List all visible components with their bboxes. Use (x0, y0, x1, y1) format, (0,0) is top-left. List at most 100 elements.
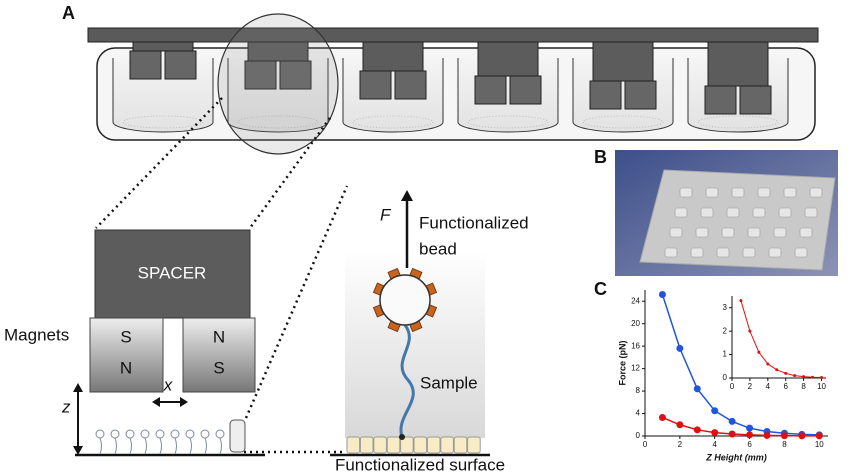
data-point (764, 432, 771, 439)
y-tick-label: 4 (636, 409, 641, 418)
x-tick-label: 2 (678, 440, 683, 449)
pole: S (120, 327, 131, 346)
x-tick-label: 4 (712, 440, 717, 449)
tether (130, 438, 132, 454)
magnet (705, 86, 736, 114)
bump (800, 228, 812, 237)
bump (706, 188, 718, 197)
y-tick-label: 2 (723, 326, 728, 335)
inset-frame (718, 288, 832, 396)
y-tick-label: 0 (723, 373, 728, 382)
surface-label: Functionalized surface (335, 455, 505, 474)
photo (615, 150, 838, 276)
data-point (694, 426, 701, 433)
magnet (510, 76, 541, 104)
data-point (775, 368, 778, 371)
data-point (746, 425, 753, 432)
surface-block (387, 437, 400, 453)
surface-block (360, 437, 373, 453)
x-tick-label: 0 (643, 440, 648, 449)
pole: N (213, 327, 225, 346)
data-point (798, 432, 805, 439)
series-line (662, 417, 819, 435)
magnet (625, 81, 656, 109)
data-point (729, 431, 736, 438)
data-point (748, 330, 751, 333)
magnets-label: Magnets (4, 325, 69, 344)
tether (160, 438, 162, 454)
spacer (478, 42, 538, 76)
bump (701, 208, 713, 217)
y-tick-label: 24 (631, 296, 640, 305)
data-point (820, 376, 823, 379)
tether (190, 438, 192, 454)
tether-bead (141, 430, 149, 438)
x-tick-label: 6 (783, 382, 788, 391)
data-point (711, 429, 718, 436)
x-tick-label: 10 (817, 382, 826, 391)
bump (680, 188, 692, 197)
y-tick-label: 20 (631, 319, 640, 328)
bump (779, 208, 791, 217)
x-tick-label: 8 (782, 440, 787, 449)
magnet (740, 86, 771, 114)
well (113, 58, 213, 132)
panel-label: B (594, 147, 607, 167)
magnet (165, 51, 196, 79)
data-point (739, 299, 742, 302)
figure: A B C SPACER S N N S Magnets x z (0, 0, 852, 476)
surface-block (427, 437, 440, 453)
panel-label: C (594, 279, 607, 299)
bump (670, 228, 682, 237)
tether (205, 438, 207, 454)
surface-block (374, 437, 387, 453)
tether-bead (216, 430, 224, 438)
y-tick-label: 8 (636, 386, 641, 395)
z-label: z (61, 397, 71, 416)
tether-bead (201, 430, 209, 438)
panel-label: A (62, 3, 75, 23)
bump (665, 248, 677, 257)
tether-bead (186, 430, 194, 438)
magnet (395, 71, 426, 99)
y-tick-label: 0 (636, 431, 641, 440)
data-point (784, 372, 787, 375)
bump (675, 208, 687, 217)
tether (175, 438, 177, 454)
bump (696, 228, 708, 237)
pole: N (120, 358, 132, 377)
tether (220, 438, 222, 454)
bump (727, 208, 739, 217)
data-point (757, 351, 760, 354)
bump (805, 208, 817, 217)
x-tick-label: 6 (747, 440, 752, 449)
data-point (766, 362, 769, 365)
surface-block (468, 437, 481, 453)
device (88, 14, 818, 154)
x-tick-label: 4 (766, 382, 771, 391)
surface-block (347, 437, 360, 453)
data-point (694, 385, 701, 392)
tether-bead (126, 430, 134, 438)
bump (795, 248, 807, 257)
data-point (676, 345, 683, 352)
spacer-label: SPACER (138, 263, 207, 282)
bump (732, 188, 744, 197)
data-point (711, 407, 718, 414)
bump (748, 228, 760, 237)
tether-bead (111, 430, 119, 438)
bead (380, 275, 430, 325)
tether (115, 438, 117, 454)
y-tick-label: 12 (631, 364, 640, 373)
data-point (659, 291, 666, 298)
molecule-detail: Functionalized surface F Functionalized … (330, 190, 529, 474)
tether-bead (156, 430, 164, 438)
bump (810, 188, 822, 197)
bump (691, 248, 703, 257)
data-point (676, 421, 683, 428)
magnet (475, 76, 506, 104)
bump (774, 228, 786, 237)
x-label: x (163, 375, 173, 394)
x-tick-label: 0 (730, 382, 735, 391)
magnet (130, 51, 161, 79)
